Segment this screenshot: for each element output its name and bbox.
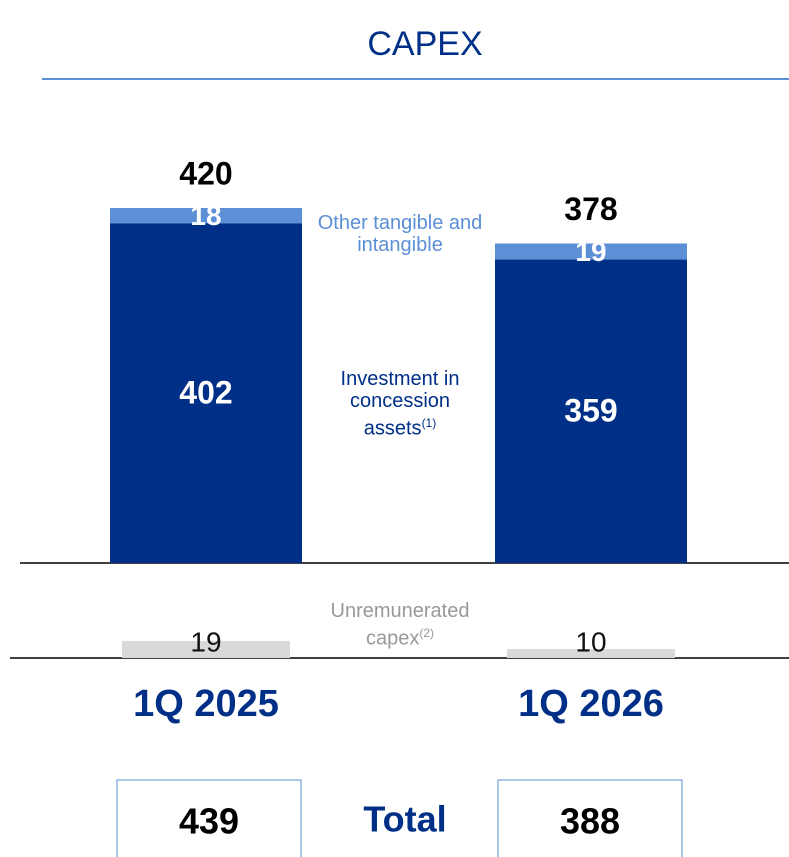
value-label: 19 [575, 236, 606, 267]
total-label: Total [363, 799, 446, 840]
legend-label: Other tangible and intangible [300, 212, 500, 256]
bar-segment [495, 243, 687, 260]
legend-text: Unremunerated capex [330, 600, 470, 650]
unremunerated-bar [507, 649, 675, 658]
value-label: 18 [190, 200, 221, 231]
grand-total-value: 439 [179, 801, 239, 842]
value-label: 359 [564, 393, 617, 429]
footnote: (2) [419, 626, 435, 640]
footnote: (1) [421, 416, 437, 430]
bar-segment [110, 208, 302, 224]
category-label: 1Q 2025 [133, 683, 279, 725]
category-label: 1Q 2026 [518, 683, 664, 725]
unremunerated-bar [122, 640, 290, 658]
total-label: 420 [179, 155, 232, 191]
total-box [116, 779, 302, 857]
chart-title: CAPEX [367, 25, 482, 63]
value-label: 402 [179, 375, 232, 411]
legend-text: Other tangible and intangible [317, 212, 483, 256]
legend-label: Investment in concession assets(1) [320, 368, 480, 440]
grand-total-value: 388 [560, 801, 620, 842]
total-box [497, 779, 683, 857]
unremunerated-label: 19 [190, 626, 221, 657]
legend-text: Investment in concession assets [340, 368, 460, 440]
bar-segment [495, 259, 687, 563]
bar-segment [110, 223, 302, 563]
total-label: 378 [564, 191, 617, 227]
legend-label: Unremunerated capex(2) [305, 600, 495, 650]
unremunerated-label: 10 [575, 626, 606, 657]
